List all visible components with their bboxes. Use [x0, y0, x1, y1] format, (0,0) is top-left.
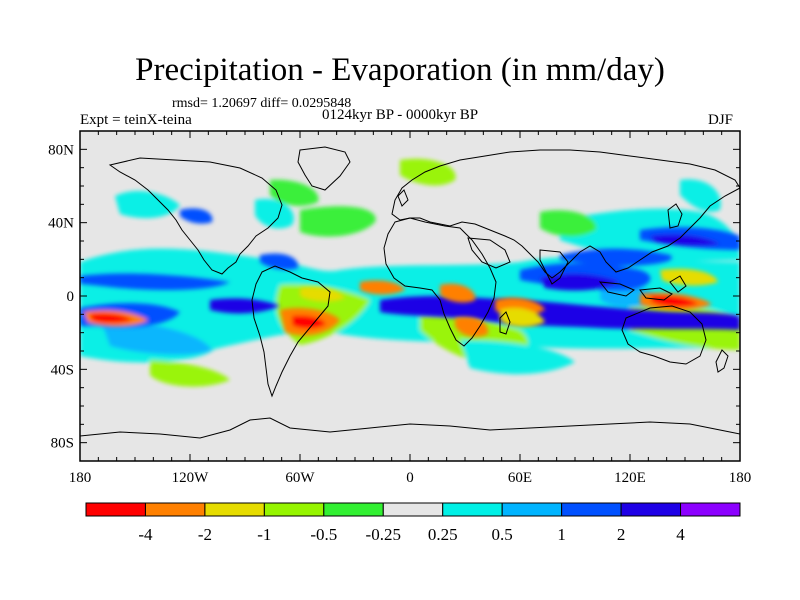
- x-tick-label: 120W: [172, 470, 210, 486]
- x-tick-label: 120E: [614, 470, 646, 486]
- colorbar-swatch: [442, 502, 503, 517]
- colorbar-swatch: [680, 502, 741, 517]
- chart-title: Precipitation - Evaporation (in mm/day): [135, 52, 665, 88]
- y-tick-label: 0: [67, 289, 75, 305]
- colorbar-swatch: [501, 502, 563, 517]
- experiment-label: Expt = teinX-teina: [80, 112, 192, 128]
- y-tick-label: 80N: [48, 142, 74, 158]
- colorbar-swatch: [204, 502, 265, 517]
- colorbar-swatch: [263, 502, 325, 517]
- colorbar-label: -0.5: [310, 525, 337, 544]
- colorbar-swatch: [144, 502, 206, 517]
- colorbar-label: -1: [257, 525, 271, 544]
- colorbar-label: -2: [198, 525, 212, 544]
- colorbar-swatch: [620, 502, 682, 517]
- colorbar-swatch: [85, 502, 146, 517]
- stats-label: rmsd= 1.20697 diff= 0.0295848: [172, 96, 352, 111]
- x-tick-label: 60W: [285, 470, 315, 486]
- colorbar-swatch: [382, 502, 444, 517]
- coastlines: [80, 146, 740, 439]
- period-label: 0124kyr BP - 0000kyr BP: [322, 107, 479, 123]
- season-label: DJF: [708, 112, 734, 128]
- y-tick-label: 40S: [51, 362, 74, 378]
- colorbar-label: 0.5: [492, 525, 513, 544]
- axis-ticks: [79, 130, 741, 462]
- x-tick-label: 0: [406, 470, 414, 486]
- colorbar-label: -0.25: [366, 525, 401, 544]
- x-tick-label: 60E: [508, 470, 532, 486]
- colorbar-label: 1: [557, 525, 566, 544]
- colorbar-label: 4: [676, 525, 685, 544]
- y-axis-labels: 80N 40N 0 40S 80S: [48, 142, 74, 451]
- colorbar-swatch: [561, 502, 622, 517]
- colorbar-label: 0.25: [428, 525, 458, 544]
- x-axis-labels: 180 120W 60W 0 60E 120E 180: [69, 470, 752, 486]
- x-tick-label: 180: [729, 470, 752, 486]
- colorbar-labels: -4 -2 -1 -0.5 -0.25 0.25 0.5 1 2 4: [138, 525, 685, 544]
- y-tick-label: 40N: [48, 216, 74, 232]
- colorbar: [85, 502, 741, 517]
- colorbar-label: 2: [617, 525, 626, 544]
- colorbar-swatch: [323, 502, 384, 517]
- colorbar-label: -4: [138, 525, 153, 544]
- anomaly-field: [80, 158, 740, 387]
- x-tick-label: 180: [69, 470, 92, 486]
- y-tick-label: 80S: [51, 436, 74, 452]
